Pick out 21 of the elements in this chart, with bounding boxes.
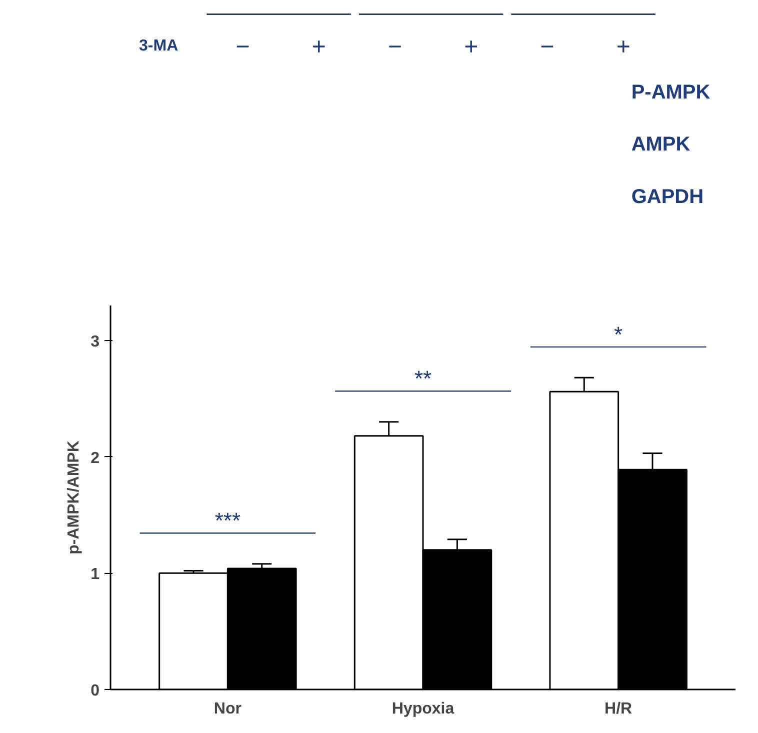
- text: +: [312, 34, 326, 61]
- text: GAPDH: [631, 186, 704, 208]
- text: P-AMPK: [631, 82, 711, 104]
- x-tick-label: Hypoxia: [392, 700, 454, 718]
- text: AMPK: [631, 134, 691, 156]
- annotation: *: [614, 322, 624, 347]
- y-tick-label: 0: [90, 682, 100, 700]
- text: −: [236, 34, 250, 61]
- x-tick-label: H/R: [604, 700, 633, 718]
- text: +: [464, 34, 478, 61]
- y-axis-title: p-AMPK/AMPK: [66, 440, 83, 554]
- y-tick-label: 3: [90, 333, 100, 350]
- y-tick-label: 1: [90, 566, 100, 584]
- annotation: ***: [214, 508, 241, 534]
- y-tick-label: 2: [90, 450, 100, 467]
- text: −: [388, 34, 402, 61]
- text: −: [540, 34, 554, 61]
- annotation: **: [414, 366, 432, 392]
- text: 3-MA: [139, 38, 179, 55]
- text: +: [616, 34, 630, 61]
- x-tick-label: Nor: [214, 700, 242, 718]
